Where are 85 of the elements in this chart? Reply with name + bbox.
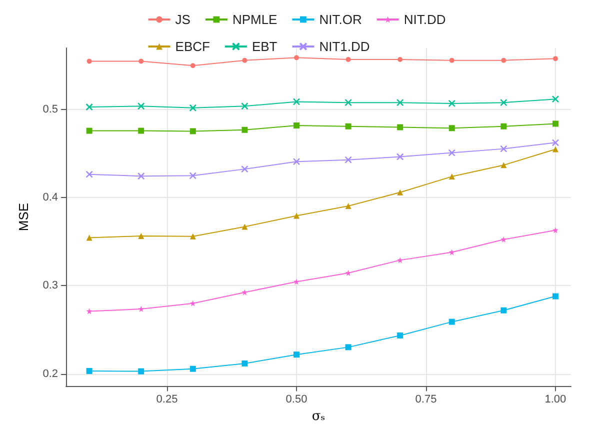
point	[294, 55, 299, 60]
point	[552, 56, 558, 62]
x-tick-label: 1.00	[544, 394, 566, 406]
point	[86, 170, 93, 178]
legend-label: EBT	[252, 39, 278, 54]
point	[138, 232, 144, 239]
point	[397, 332, 404, 338]
x-tick-label: 0.50	[286, 394, 308, 406]
point	[137, 102, 145, 110]
point	[449, 58, 454, 63]
point	[552, 120, 558, 127]
point	[344, 98, 352, 106]
point	[397, 257, 404, 264]
y-tick-label: 0.2	[42, 368, 58, 380]
point	[138, 128, 144, 134]
point	[501, 58, 506, 63]
point	[138, 306, 144, 312]
point	[190, 300, 196, 306]
point	[138, 58, 144, 64]
point	[293, 352, 300, 358]
point	[448, 100, 456, 108]
point	[448, 174, 455, 180]
point	[293, 122, 300, 128]
point	[292, 98, 300, 106]
point	[242, 58, 248, 63]
x-tick-label: 0.75	[415, 394, 437, 406]
point	[86, 103, 93, 111]
point	[552, 227, 558, 234]
point	[86, 58, 92, 64]
x-tick-label: 0.25	[156, 394, 178, 406]
point	[397, 124, 404, 130]
legend-label: NIT.OR	[319, 12, 362, 27]
point	[396, 153, 404, 160]
point	[293, 212, 300, 219]
point	[190, 366, 196, 372]
point	[552, 139, 560, 146]
point	[398, 56, 403, 62]
point	[138, 368, 144, 374]
point	[552, 95, 560, 103]
point	[552, 146, 558, 152]
legend-label: NIT1.DD	[319, 39, 370, 54]
point	[448, 249, 455, 256]
y-tick-label: 0.5	[42, 104, 58, 116]
y-axis-title: MSE	[16, 202, 31, 232]
point	[500, 123, 507, 130]
point	[86, 368, 92, 374]
point	[86, 128, 92, 134]
legend-label: NPMLE	[232, 12, 278, 27]
point	[344, 156, 352, 164]
point	[292, 158, 300, 166]
point	[345, 344, 352, 350]
y-tick-label: 0.4	[42, 192, 58, 204]
y-tick-label: 0.3	[42, 280, 58, 292]
point	[500, 162, 507, 168]
point	[346, 56, 351, 62]
point	[242, 360, 248, 366]
legend-label: NIT.DD	[404, 12, 446, 27]
legend-label: EBCF	[175, 39, 210, 54]
point	[448, 149, 456, 156]
point	[190, 233, 196, 240]
point	[241, 102, 248, 110]
point	[190, 63, 196, 68]
point	[448, 125, 455, 132]
point	[345, 123, 352, 130]
point	[189, 104, 197, 112]
point	[397, 189, 404, 196]
x-axis-title: σₛ	[312, 409, 326, 424]
point	[242, 126, 248, 133]
point	[448, 318, 455, 325]
point	[242, 289, 248, 296]
point	[500, 307, 507, 314]
point	[86, 308, 92, 314]
point	[137, 172, 145, 180]
point	[345, 203, 352, 210]
legend-label: JS	[175, 12, 191, 27]
point	[242, 224, 248, 230]
point	[189, 172, 197, 180]
point	[190, 128, 196, 134]
point	[500, 145, 508, 152]
point	[396, 98, 404, 106]
point	[552, 293, 558, 300]
point	[500, 98, 508, 106]
point	[293, 278, 300, 285]
point	[241, 165, 248, 173]
point	[86, 234, 92, 241]
